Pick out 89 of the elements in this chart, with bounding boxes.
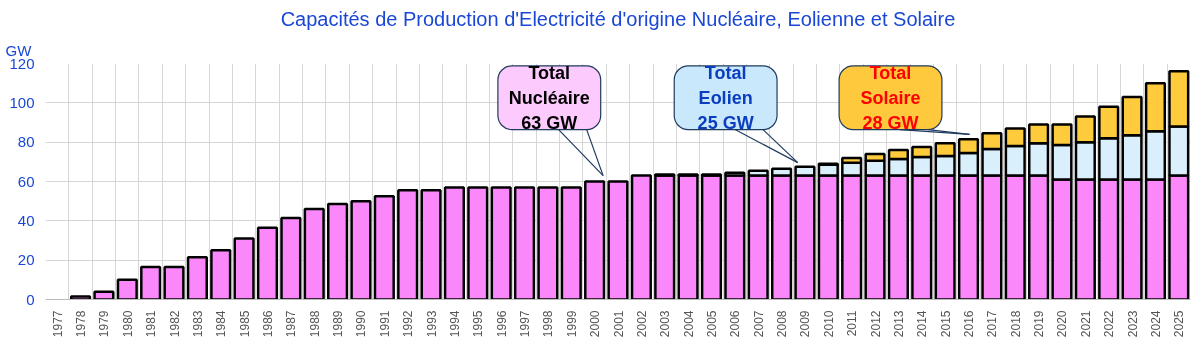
x-tick-label: 1991 bbox=[377, 310, 392, 338]
y-tick-label: 60 bbox=[17, 172, 35, 190]
bar bbox=[210, 249, 232, 300]
bar bbox=[724, 174, 746, 300]
x-tick-label: 2006 bbox=[728, 310, 743, 338]
x-tick-label: 2009 bbox=[798, 310, 813, 338]
x-tick-label: 2003 bbox=[658, 310, 673, 338]
bar bbox=[630, 174, 652, 300]
bar bbox=[443, 186, 466, 300]
x-tick-label: 2001 bbox=[611, 310, 626, 338]
annotation: Total Eolien 25 GW bbox=[697, 62, 754, 133]
bar bbox=[560, 186, 582, 300]
bar bbox=[303, 207, 325, 300]
bar bbox=[513, 186, 536, 300]
y-tick-label: 100 bbox=[9, 93, 35, 111]
x-tick-label: 1984 bbox=[214, 310, 229, 338]
annotation: Total Solaire 28 GW bbox=[860, 62, 921, 133]
y-tick-label: 80 bbox=[17, 133, 35, 151]
x-tick-label: 1989 bbox=[331, 310, 346, 338]
x-tick-label: 1994 bbox=[447, 310, 462, 338]
x-tick-label: 2014 bbox=[915, 310, 930, 338]
bar bbox=[163, 265, 185, 300]
bar bbox=[350, 199, 372, 300]
x-tick-label: 2000 bbox=[588, 310, 603, 338]
x-tick-label: 1978 bbox=[74, 310, 89, 338]
bar bbox=[140, 265, 162, 300]
y-tick-label: 40 bbox=[17, 211, 35, 229]
x-tick-label: 2017 bbox=[985, 310, 1000, 338]
x-tick-label: 1992 bbox=[401, 310, 416, 338]
x-tick-label: 1987 bbox=[284, 310, 299, 338]
x-tick-label: 2021 bbox=[1078, 310, 1093, 338]
annotation: Total Nucléaire 63 GW bbox=[508, 62, 590, 133]
bar bbox=[116, 278, 138, 300]
chart-title: Capacités de Production d'Electricité d'origine Nucléaire, Eolienne et Solaire bbox=[280, 7, 956, 30]
x-tick-label: 2022 bbox=[1102, 310, 1117, 338]
x-tick-label: 2008 bbox=[775, 310, 790, 338]
x-tick-label: 2007 bbox=[751, 310, 766, 338]
x-tick-label: 1986 bbox=[260, 310, 275, 338]
bar bbox=[420, 189, 442, 300]
x-tick-label: 2015 bbox=[938, 310, 953, 338]
bar bbox=[326, 202, 349, 300]
bar bbox=[233, 237, 255, 300]
x-tick-label: 2004 bbox=[681, 310, 696, 338]
x-tick-label: 1997 bbox=[518, 310, 533, 338]
x-tick-label: 2012 bbox=[868, 310, 883, 338]
x-tick-label: 2023 bbox=[1125, 310, 1140, 338]
bar bbox=[700, 174, 723, 300]
x-tick-label: 1977 bbox=[50, 310, 65, 338]
x-tick-label: 2018 bbox=[1008, 310, 1023, 338]
x-tick-label: 1990 bbox=[354, 310, 369, 338]
bar bbox=[69, 295, 92, 300]
x-tick-label: 1985 bbox=[237, 310, 252, 338]
x-tick-label: 2002 bbox=[634, 310, 649, 338]
x-tick-label: 1979 bbox=[97, 310, 112, 338]
bar bbox=[93, 290, 115, 300]
x-tick-label: 1993 bbox=[424, 310, 439, 338]
x-tick-label: 1980 bbox=[120, 310, 135, 338]
bar bbox=[467, 186, 489, 300]
bar bbox=[186, 255, 208, 300]
bar bbox=[607, 180, 629, 300]
x-tick-label: 1981 bbox=[144, 310, 159, 338]
y-axis-title: GW bbox=[5, 41, 33, 59]
x-tick-label: 1999 bbox=[564, 310, 579, 338]
y-tick-label: 0 bbox=[26, 290, 35, 308]
x-tick-label: 2025 bbox=[1172, 310, 1187, 338]
x-tick-label: 1996 bbox=[494, 310, 509, 338]
x-tick-label: 1983 bbox=[190, 310, 205, 338]
x-tick-label: 1998 bbox=[541, 310, 556, 338]
x-tick-label: 2020 bbox=[1055, 310, 1070, 338]
x-tick-label: 2010 bbox=[821, 310, 836, 338]
x-tick-label: 2013 bbox=[891, 310, 906, 338]
bar bbox=[397, 189, 419, 300]
bar bbox=[584, 180, 606, 300]
bar bbox=[490, 186, 512, 300]
x-tick-label: 2019 bbox=[1032, 310, 1047, 338]
bar bbox=[677, 174, 699, 300]
x-tick-label: 1995 bbox=[471, 310, 486, 338]
x-tick-label: 2024 bbox=[1148, 310, 1163, 338]
bar bbox=[654, 174, 676, 300]
x-tick-label: 1982 bbox=[167, 310, 182, 338]
x-tick-label: 2011 bbox=[845, 310, 860, 337]
x-tick-label: 2016 bbox=[962, 310, 977, 338]
bar bbox=[280, 216, 302, 300]
y-tick-label: 20 bbox=[17, 251, 35, 269]
x-tick-label: 2005 bbox=[704, 310, 719, 338]
bar bbox=[537, 186, 559, 300]
bar bbox=[373, 195, 395, 300]
x-tick-label: 1988 bbox=[307, 310, 322, 338]
bar bbox=[256, 226, 279, 300]
